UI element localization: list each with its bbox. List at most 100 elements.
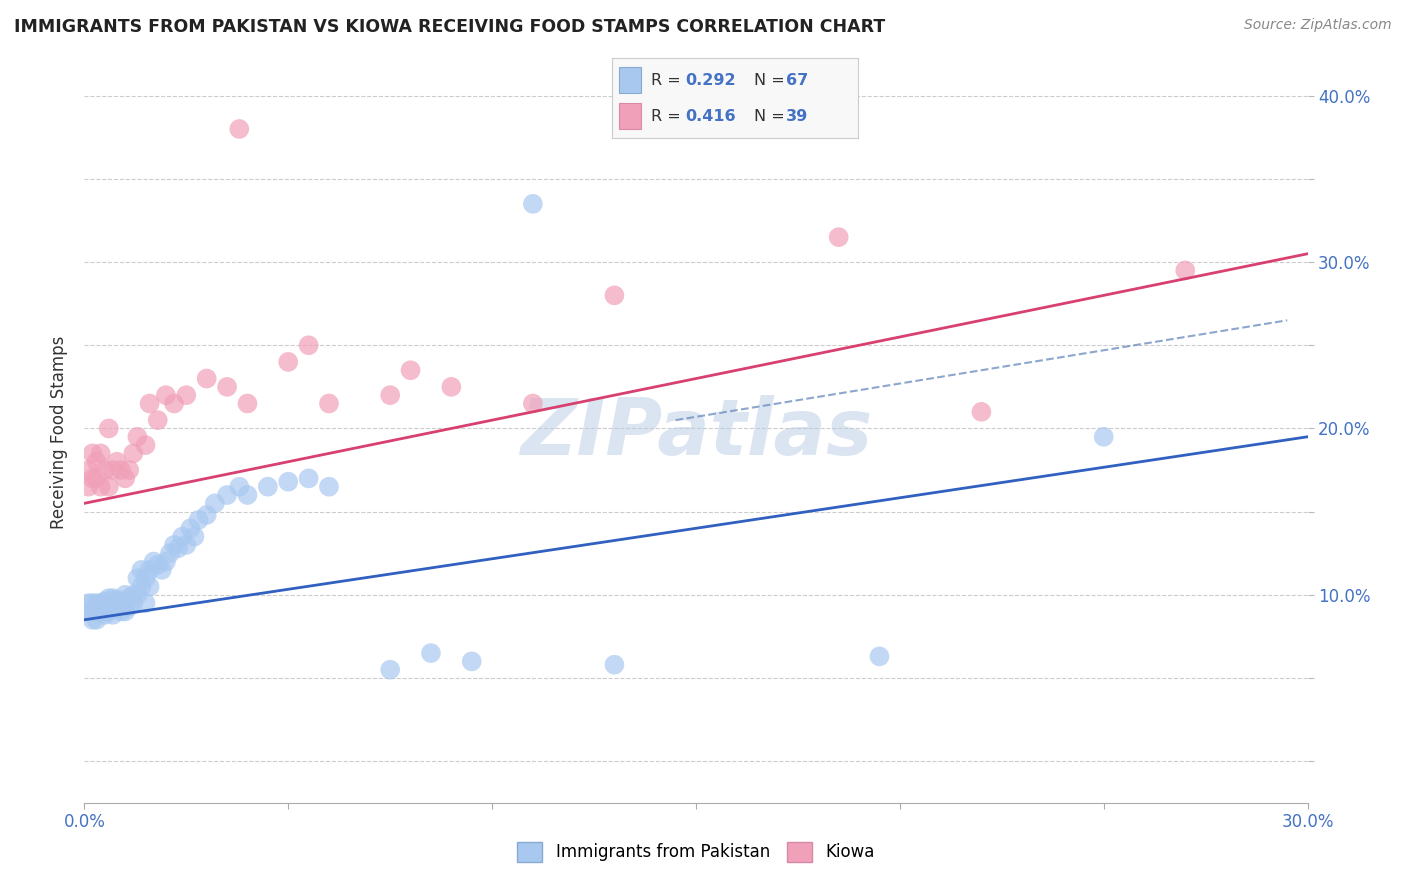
Point <box>1092 430 1115 444</box>
Point <box>380 663 402 677</box>
Point <box>236 396 259 410</box>
Point <box>93 601 115 615</box>
Point <box>122 596 145 610</box>
Bar <box>619 67 641 94</box>
Point <box>172 530 194 544</box>
Point <box>101 463 124 477</box>
Point <box>86 613 108 627</box>
Point <box>138 563 160 577</box>
Point <box>90 601 112 615</box>
Point <box>195 371 218 385</box>
Point <box>420 646 443 660</box>
Text: 0.416: 0.416 <box>686 109 737 124</box>
Point <box>440 380 463 394</box>
Text: Source: ZipAtlas.com: Source: ZipAtlas.com <box>1244 18 1392 32</box>
Point <box>522 396 544 410</box>
Point <box>82 471 104 485</box>
Point <box>97 421 120 435</box>
Point <box>118 463 141 477</box>
Point <box>150 563 173 577</box>
Point <box>101 607 124 622</box>
Point <box>77 596 100 610</box>
Point <box>86 596 108 610</box>
Point <box>138 396 160 410</box>
Point <box>77 605 100 619</box>
Point <box>97 598 120 612</box>
Point <box>101 591 124 606</box>
Text: N =: N = <box>754 72 790 87</box>
Point <box>163 538 186 552</box>
Point <box>105 592 128 607</box>
Point <box>122 446 145 460</box>
Point <box>77 463 100 477</box>
Text: 39: 39 <box>786 109 808 124</box>
Point <box>135 571 157 585</box>
Point <box>869 649 891 664</box>
Point <box>131 563 153 577</box>
Point <box>163 396 186 410</box>
Point <box>174 538 197 552</box>
Text: ZIPatlas: ZIPatlas <box>520 394 872 471</box>
Point <box>1174 263 1197 277</box>
Point <box>110 605 132 619</box>
Point <box>135 596 157 610</box>
Point <box>603 288 626 302</box>
Point <box>90 446 112 460</box>
Point <box>114 605 136 619</box>
Point <box>86 471 108 485</box>
Point <box>204 496 226 510</box>
Point <box>146 413 169 427</box>
Point <box>399 363 422 377</box>
Point <box>461 654 484 668</box>
Point <box>155 555 177 569</box>
Point <box>127 430 149 444</box>
Text: 0.292: 0.292 <box>686 72 737 87</box>
Point <box>131 580 153 594</box>
Point <box>122 588 145 602</box>
Point <box>97 591 120 606</box>
Point <box>298 471 321 485</box>
Point <box>217 488 239 502</box>
Text: R =: R = <box>651 109 686 124</box>
Text: 67: 67 <box>786 72 808 87</box>
Point <box>257 480 280 494</box>
Point <box>90 480 112 494</box>
Point <box>155 388 177 402</box>
Point <box>318 396 340 410</box>
Point <box>86 455 108 469</box>
Point <box>114 471 136 485</box>
Text: R =: R = <box>651 72 686 87</box>
Point <box>90 605 112 619</box>
Y-axis label: Receiving Food Stamps: Receiving Food Stamps <box>51 336 69 529</box>
Point <box>183 530 205 544</box>
Point <box>159 546 181 560</box>
Point <box>195 508 218 522</box>
Text: IMMIGRANTS FROM PAKISTAN VS KIOWA RECEIVING FOOD STAMPS CORRELATION CHART: IMMIGRANTS FROM PAKISTAN VS KIOWA RECEIV… <box>14 18 886 36</box>
Point <box>97 605 120 619</box>
Point <box>93 607 115 622</box>
Point <box>114 588 136 602</box>
Point <box>138 580 160 594</box>
Point <box>167 541 190 556</box>
Point <box>82 446 104 460</box>
Point <box>298 338 321 352</box>
Point <box>127 588 149 602</box>
Point <box>105 455 128 469</box>
Point <box>93 463 115 477</box>
Point <box>110 463 132 477</box>
Point <box>86 605 108 619</box>
Point <box>236 488 259 502</box>
Point <box>101 599 124 614</box>
Point <box>118 591 141 606</box>
Point <box>93 594 115 608</box>
Point <box>97 480 120 494</box>
Legend: Immigrants from Pakistan, Kiowa: Immigrants from Pakistan, Kiowa <box>510 835 882 869</box>
Point <box>179 521 201 535</box>
Text: N =: N = <box>754 109 790 124</box>
Point <box>603 657 626 672</box>
Point <box>228 122 250 136</box>
Point <box>146 558 169 572</box>
Point <box>90 596 112 610</box>
Point <box>142 555 165 569</box>
Point <box>105 601 128 615</box>
